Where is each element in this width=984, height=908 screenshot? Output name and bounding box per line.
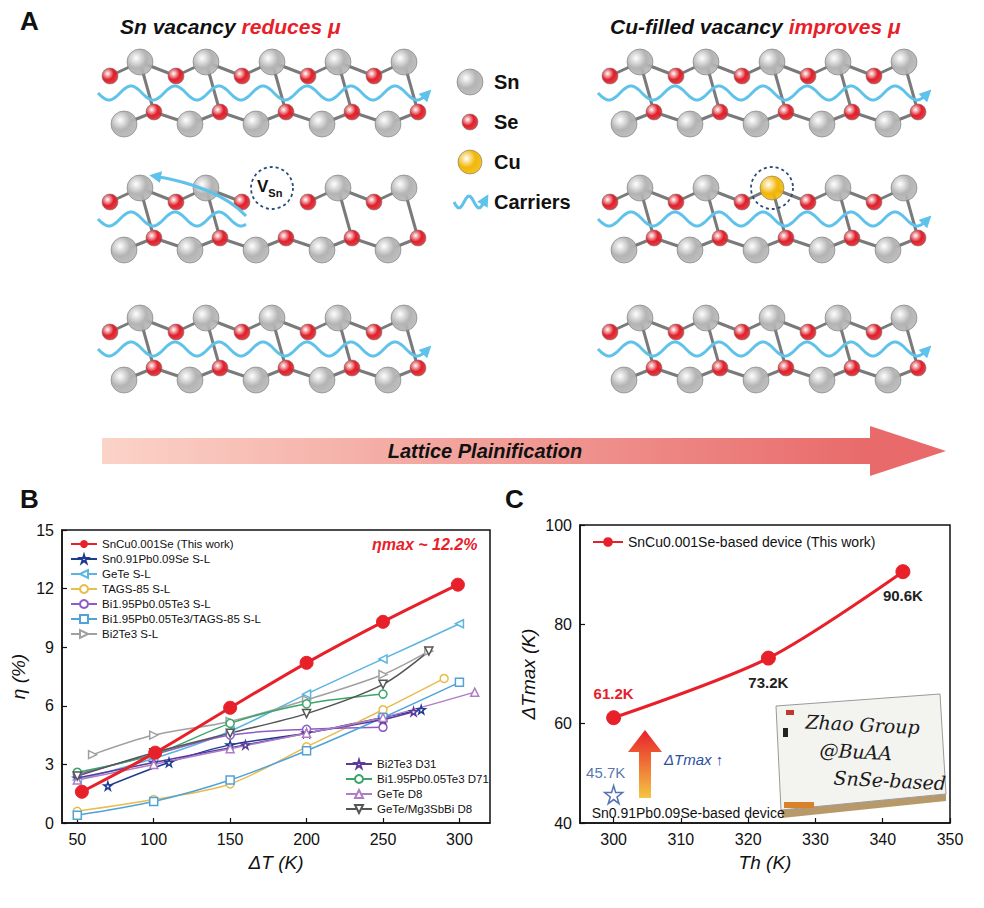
svg-text:Sn vacancyreduces μ: Sn vacancyreduces μ: [120, 15, 341, 38]
svg-text:50: 50: [68, 831, 86, 848]
svg-text:B: B: [20, 484, 39, 514]
svg-text:η (%): η (%): [8, 654, 29, 699]
svg-text:ηmax ~ 12.2%: ηmax ~ 12.2%: [372, 536, 477, 553]
svg-text:100: 100: [545, 517, 572, 534]
svg-text:350: 350: [937, 831, 964, 848]
svg-text:Cu: Cu: [494, 151, 521, 173]
svg-text:61.2K: 61.2K: [594, 685, 634, 702]
svg-text:VSn: VSn: [257, 177, 283, 199]
svg-text:0: 0: [45, 815, 54, 832]
svg-text:310: 310: [668, 831, 695, 848]
svg-text:Cu-filled vacancyimproves μ: Cu-filled vacancyimproves μ: [610, 15, 901, 38]
svg-text:GeTe/Mg3SbBi D8: GeTe/Mg3SbBi D8: [377, 803, 472, 815]
svg-text:330: 330: [802, 831, 829, 848]
svg-text:60: 60: [554, 715, 572, 732]
svg-text:SnCu0.001Se-based device (This: SnCu0.001Se-based device (This work): [628, 534, 875, 550]
svg-text:90.6K: 90.6K: [883, 587, 923, 604]
svg-text:Bi1.95Pb0.05Te3 S-L: Bi1.95Pb0.05Te3 S-L: [102, 598, 211, 610]
svg-text:ΔT (K): ΔT (K): [248, 852, 304, 873]
svg-text:SnSe-based: SnSe-based: [833, 767, 947, 795]
svg-text:80: 80: [554, 616, 572, 633]
svg-text:12: 12: [36, 580, 54, 597]
svg-text:15: 15: [36, 522, 54, 539]
svg-text:C: C: [505, 484, 524, 514]
svg-text:45.7K: 45.7K: [586, 764, 625, 781]
svg-text:Bi1.95Pb0.05Te3/TAGS-85 S-L: Bi1.95Pb0.05Te3/TAGS-85 S-L: [102, 613, 262, 625]
svg-text:3: 3: [45, 756, 54, 773]
svg-text:SnCu0.001Se (This work): SnCu0.001Se (This work): [102, 538, 234, 550]
svg-text:73.2K: 73.2K: [748, 674, 788, 691]
svg-text:40: 40: [554, 815, 572, 832]
svg-text:Bi2Te3 S-L: Bi2Te3 S-L: [102, 628, 159, 640]
svg-text:320: 320: [735, 831, 762, 848]
svg-text:GeTe S-L: GeTe S-L: [102, 568, 151, 580]
svg-text:ΔTmax ↑: ΔTmax ↑: [663, 751, 723, 768]
svg-text:150: 150: [217, 831, 244, 848]
svg-text:ΔTmax (K): ΔTmax (K): [518, 629, 539, 721]
svg-text:300: 300: [446, 831, 473, 848]
svg-text:Lattice Plainification: Lattice Plainification: [388, 440, 582, 462]
svg-text:9: 9: [45, 639, 54, 656]
svg-text:Zhao Group: Zhao Group: [804, 710, 920, 738]
svg-text:Th (K): Th (K): [739, 852, 792, 873]
svg-text:250: 250: [370, 831, 397, 848]
svg-text:Sn0.91Pb0.09Se S-L: Sn0.91Pb0.09Se S-L: [102, 553, 211, 565]
svg-text:6: 6: [45, 697, 54, 714]
svg-text:300: 300: [600, 831, 627, 848]
svg-text:@BuAA: @BuAA: [819, 739, 893, 765]
svg-text:Se: Se: [494, 111, 518, 133]
svg-text:200: 200: [293, 831, 320, 848]
svg-text:Bi2Te3 D31: Bi2Te3 D31: [377, 758, 436, 770]
svg-text:TAGS-85 S-L: TAGS-85 S-L: [102, 583, 171, 595]
svg-text:Sn0.91Pb0.09Se-based device: Sn0.91Pb0.09Se-based device: [592, 805, 785, 821]
svg-text:Bi1.95Pb0.05Te3 D71: Bi1.95Pb0.05Te3 D71: [377, 773, 489, 785]
svg-text:100: 100: [140, 831, 167, 848]
svg-text:Carriers: Carriers: [494, 191, 571, 213]
svg-text:A: A: [20, 6, 39, 36]
svg-text:Sn: Sn: [494, 71, 520, 93]
svg-text:GeTe D8: GeTe D8: [377, 788, 422, 800]
svg-text:340: 340: [869, 831, 896, 848]
